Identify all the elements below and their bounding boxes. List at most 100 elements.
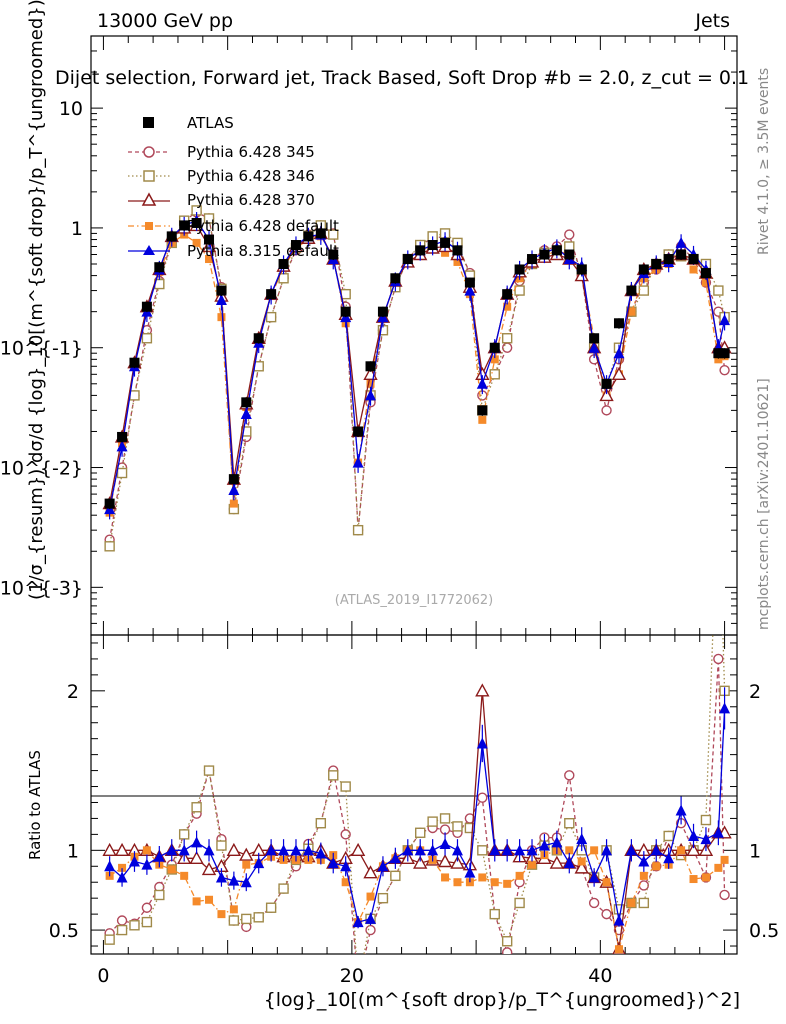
- ratio-marker-pdefault: [490, 878, 499, 887]
- ratio-marker-p345: [719, 889, 730, 901]
- ratio-marker-p346: [253, 912, 264, 923]
- ratio-marker-p8: [302, 844, 314, 856]
- main-marker-atlas: [477, 405, 488, 416]
- ratio-marker-p8: [327, 857, 339, 869]
- main-marker-p346: [265, 311, 277, 323]
- ratio-marker-p346: [116, 924, 128, 936]
- ratio-marker-p8: [576, 833, 588, 845]
- main-marker-p8: [365, 389, 377, 401]
- main-marker-atlas: [700, 268, 711, 279]
- main-marker-atlas: [191, 217, 202, 228]
- main-marker-pdefault: [689, 265, 698, 274]
- legend-entry-p345: Pythia 6.428 345: [128, 143, 315, 161]
- ratio-marker-p370: [549, 855, 565, 869]
- ratio-marker-p8: [663, 852, 675, 864]
- ratio-marker-p8: [104, 860, 116, 872]
- main-marker-p346: [141, 333, 153, 344]
- ratio-marker-p346: [415, 827, 426, 838]
- main-marker-p346: [352, 524, 364, 536]
- ratio-marker-p346: [228, 915, 240, 926]
- ratio-marker-p8: [240, 876, 252, 888]
- ratio-y-tick-label: 0.5: [49, 920, 79, 942]
- ratio-marker-pdefault: [503, 879, 512, 888]
- main-marker-atlas: [402, 254, 413, 265]
- ratio-marker-pdefault: [677, 846, 686, 855]
- ratio-marker-p346: [178, 829, 190, 840]
- ratio-marker-p8: [650, 844, 662, 856]
- main-marker-pdefault: [478, 415, 487, 424]
- main-marker-atlas: [141, 301, 152, 312]
- main-marker-pdefault: [192, 238, 201, 247]
- ratio-marker-p370: [102, 842, 117, 857]
- main-marker-atlas: [415, 245, 426, 256]
- main-marker-atlas: [589, 333, 600, 344]
- main-marker-p346: [104, 541, 115, 552]
- ratio-marker-p8: [514, 844, 526, 856]
- main-marker-atlas: [613, 318, 624, 329]
- main-marker-pdefault: [627, 307, 636, 316]
- main-marker-atlas: [154, 262, 165, 273]
- main-line-p346: [108, 209, 726, 547]
- ratio-marker-pdefault: [229, 905, 238, 914]
- ratio-marker-p346: [489, 908, 500, 920]
- main-marker-pdefault: [701, 278, 710, 287]
- ratio-marker-p345: [141, 902, 153, 913]
- legend-label-p345: Pythia 6.428 345: [187, 143, 315, 161]
- main-marker-atlas: [266, 289, 277, 300]
- main-marker-atlas: [514, 264, 525, 275]
- ratio-marker-p8: [141, 858, 153, 870]
- ratio-marker-p345: [501, 947, 513, 954]
- ratio-marker-p370: [686, 842, 701, 857]
- ratio-marker-p346: [203, 765, 215, 776]
- ratio-marker-pdefault: [453, 878, 462, 887]
- ratio-marker-p346: [141, 916, 153, 928]
- main-marker-atlas: [117, 431, 128, 442]
- ratio-marker-p370: [226, 842, 242, 857]
- main-marker-p8: [228, 483, 240, 495]
- ratio-marker-pdefault: [689, 875, 698, 884]
- ratio-marker-pdefault: [639, 871, 648, 880]
- main-marker-atlas: [663, 254, 674, 265]
- ratio-marker-p370: [114, 842, 130, 857]
- ratio-marker-p8: [389, 852, 401, 864]
- legend-label-p346: Pythia 6.428 346: [187, 167, 315, 185]
- ratio-y-tick-label: 2: [67, 681, 79, 703]
- main-marker-atlas: [390, 273, 401, 284]
- ratio-marker-p8: [464, 866, 476, 878]
- ratio-marker-p8: [538, 839, 550, 851]
- main-marker-p345: [564, 229, 575, 240]
- ratio-marker-p346: [663, 830, 674, 842]
- ratio-marker-pdefault: [118, 863, 127, 872]
- main-marker-p345: [719, 364, 730, 376]
- ratio-marker-pdefault: [590, 846, 599, 855]
- main-marker-p8: [476, 377, 488, 389]
- main-marker-pdefault: [490, 355, 499, 364]
- main-marker-atlas: [303, 231, 314, 242]
- legend-label-p8: Pythia 8.315 default: [187, 242, 339, 260]
- ratio-series-p8: [104, 687, 731, 929]
- ratio-y-axis-label: Ratio to ATLAS: [26, 750, 44, 860]
- ratio-marker-pdefault: [341, 878, 350, 887]
- ratio-marker-p346: [390, 870, 401, 882]
- ratio-marker-pdefault: [627, 898, 636, 907]
- ratio-marker-p346: [340, 781, 351, 792]
- ratio-marker-p346: [129, 920, 140, 931]
- main-marker-atlas: [489, 342, 500, 353]
- main-marker-atlas: [427, 240, 438, 251]
- ratio-marker-p345: [588, 897, 600, 909]
- side-mcplots: mcplots.cern.ch [arXiv:2401.10621]: [756, 378, 772, 630]
- main-marker-atlas: [502, 289, 513, 300]
- main-marker-p346: [129, 390, 140, 401]
- main-marker-p8: [588, 341, 600, 353]
- ratio-marker-p8: [625, 844, 637, 856]
- legend-marker-atlas: [143, 117, 154, 128]
- main-marker-atlas: [676, 249, 687, 260]
- main-marker-p345: [501, 342, 513, 353]
- main-marker-pdefault: [205, 255, 214, 264]
- main-marker-p8: [352, 456, 364, 468]
- ratio-marker-p346: [452, 821, 463, 832]
- ratio-marker-p370: [239, 847, 254, 861]
- main-marker-atlas: [315, 228, 326, 239]
- x-tick-label: 40: [588, 965, 612, 987]
